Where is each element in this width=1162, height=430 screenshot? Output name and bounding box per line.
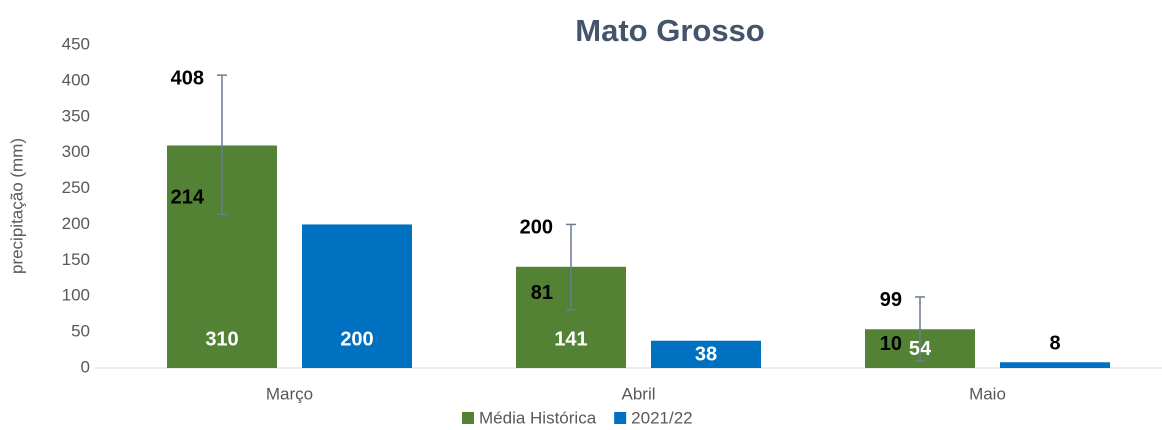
range-low-label: 81 xyxy=(531,282,553,304)
legend-label: Média Histórica xyxy=(479,408,597,427)
y-tick-label: 200 xyxy=(62,214,90,233)
y-tick-label: 100 xyxy=(62,286,90,305)
range-high-label: 200 xyxy=(520,217,553,239)
legend-swatch xyxy=(462,412,474,424)
y-axis-label: precipitação (mm) xyxy=(7,138,26,274)
y-tick-label: 300 xyxy=(62,142,90,161)
x-tick-label: Maio xyxy=(969,384,1006,403)
bar xyxy=(302,224,412,368)
legend-swatch xyxy=(614,412,627,424)
y-tick-label: 250 xyxy=(62,178,90,197)
legend-label: 2021/22 xyxy=(631,408,692,427)
y-tick-label: 0 xyxy=(81,357,90,376)
data-label: 141 xyxy=(554,328,587,350)
y-tick-label: 450 xyxy=(62,34,90,53)
bar xyxy=(651,340,761,368)
y-tick-label: 150 xyxy=(62,250,90,269)
range-high-label: 99 xyxy=(880,289,902,311)
y-tick-label: 50 xyxy=(71,322,90,341)
y-tick-label: 350 xyxy=(62,106,90,125)
data-label: 200 xyxy=(340,328,373,350)
x-tick-label: Março xyxy=(266,384,313,403)
range-low-label: 214 xyxy=(171,187,205,209)
data-label: 38 xyxy=(695,344,717,366)
range-low-label: 10 xyxy=(880,333,902,355)
data-label: 310 xyxy=(205,328,238,350)
chart-title: Mato Grosso xyxy=(575,13,764,48)
bar xyxy=(1000,362,1110,368)
data-label: 8 xyxy=(1049,333,1060,355)
x-tick-label: Abril xyxy=(621,384,655,403)
range-high-label: 408 xyxy=(171,67,204,89)
y-tick-label: 400 xyxy=(62,70,90,89)
